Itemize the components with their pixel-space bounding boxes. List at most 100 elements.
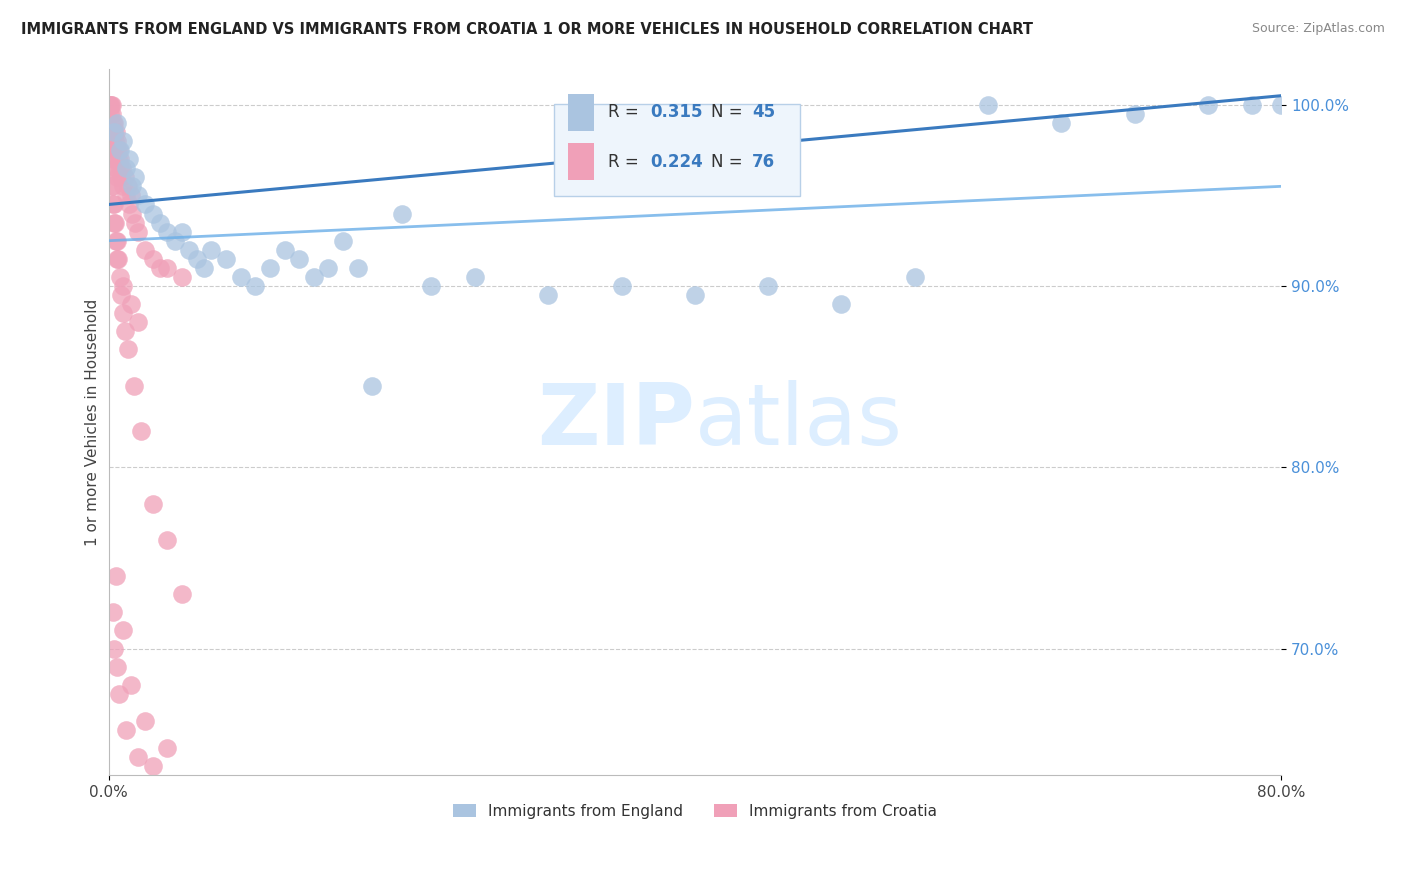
- Point: [117, 343, 139, 357]
- Point: [200, 243, 222, 257]
- Point: [104, 216, 127, 230]
- Point: [104, 125, 127, 139]
- Point: [118, 152, 141, 166]
- Text: 76: 76: [752, 153, 776, 171]
- Point: [98, 97, 121, 112]
- Point: [117, 179, 139, 194]
- Point: [104, 569, 127, 583]
- Point: [179, 243, 201, 257]
- Point: [101, 179, 124, 194]
- Point: [100, 161, 122, 176]
- Point: [120, 188, 142, 202]
- Point: [121, 179, 143, 194]
- Point: [101, 116, 124, 130]
- Point: [156, 741, 179, 756]
- Point: [977, 97, 1000, 112]
- Point: [420, 279, 443, 293]
- Point: [156, 225, 179, 239]
- Point: [259, 260, 281, 275]
- Point: [142, 206, 165, 220]
- Point: [101, 134, 124, 148]
- Text: atlas: atlas: [695, 381, 903, 464]
- Point: [122, 378, 145, 392]
- Point: [108, 687, 131, 701]
- Point: [170, 269, 193, 284]
- Point: [108, 269, 131, 284]
- Point: [186, 252, 208, 266]
- Point: [361, 378, 384, 392]
- Point: [114, 170, 136, 185]
- Point: [107, 116, 129, 130]
- Point: [115, 723, 138, 737]
- Point: [156, 260, 179, 275]
- Point: [108, 143, 131, 157]
- Point: [124, 170, 146, 185]
- Point: [610, 279, 633, 293]
- Point: [107, 152, 129, 166]
- Point: [111, 306, 134, 320]
- Point: [103, 152, 125, 166]
- Text: N =: N =: [711, 153, 748, 171]
- Point: [100, 125, 122, 139]
- Point: [100, 97, 122, 112]
- Point: [215, 252, 238, 266]
- Point: [115, 188, 138, 202]
- Point: [134, 197, 156, 211]
- Point: [100, 179, 122, 194]
- Point: [108, 161, 131, 176]
- Point: [118, 197, 141, 211]
- Point: [134, 714, 156, 728]
- Point: [114, 324, 136, 338]
- FancyBboxPatch shape: [554, 103, 800, 195]
- Point: [193, 260, 215, 275]
- Point: [683, 288, 706, 302]
- Point: [104, 161, 127, 176]
- Point: [112, 279, 135, 293]
- Point: [112, 179, 135, 194]
- Point: [105, 234, 128, 248]
- Point: [142, 759, 165, 773]
- Point: [103, 641, 125, 656]
- Point: [391, 206, 413, 220]
- Point: [124, 216, 146, 230]
- Point: [104, 134, 127, 148]
- Point: [129, 424, 152, 438]
- Point: [149, 260, 172, 275]
- Point: [1197, 97, 1219, 112]
- Point: [142, 496, 165, 510]
- Point: [100, 116, 122, 130]
- Point: [1123, 107, 1146, 121]
- Point: [107, 134, 129, 148]
- Text: Source: ZipAtlas.com: Source: ZipAtlas.com: [1251, 22, 1385, 36]
- Point: [100, 97, 122, 112]
- Point: [120, 678, 142, 692]
- Point: [156, 533, 179, 547]
- Point: [121, 206, 143, 220]
- Point: [127, 315, 149, 329]
- Point: [103, 125, 125, 139]
- Point: [112, 134, 135, 148]
- Point: [120, 297, 142, 311]
- Text: R =: R =: [609, 103, 644, 121]
- Point: [127, 188, 149, 202]
- Point: [756, 279, 779, 293]
- Point: [101, 605, 124, 619]
- Point: [111, 161, 134, 176]
- Point: [107, 252, 129, 266]
- Point: [170, 225, 193, 239]
- FancyBboxPatch shape: [568, 144, 593, 180]
- Point: [170, 587, 193, 601]
- Text: 0.224: 0.224: [651, 153, 703, 171]
- Point: [103, 125, 125, 139]
- Text: 45: 45: [752, 103, 776, 121]
- Point: [273, 243, 295, 257]
- Point: [318, 260, 340, 275]
- Text: N =: N =: [711, 103, 748, 121]
- FancyBboxPatch shape: [568, 94, 593, 131]
- Text: ZIP: ZIP: [537, 381, 695, 464]
- Y-axis label: 1 or more Vehicles in Household: 1 or more Vehicles in Household: [86, 298, 100, 546]
- Point: [112, 624, 135, 638]
- Point: [110, 143, 132, 157]
- Point: [346, 260, 368, 275]
- Point: [107, 252, 129, 266]
